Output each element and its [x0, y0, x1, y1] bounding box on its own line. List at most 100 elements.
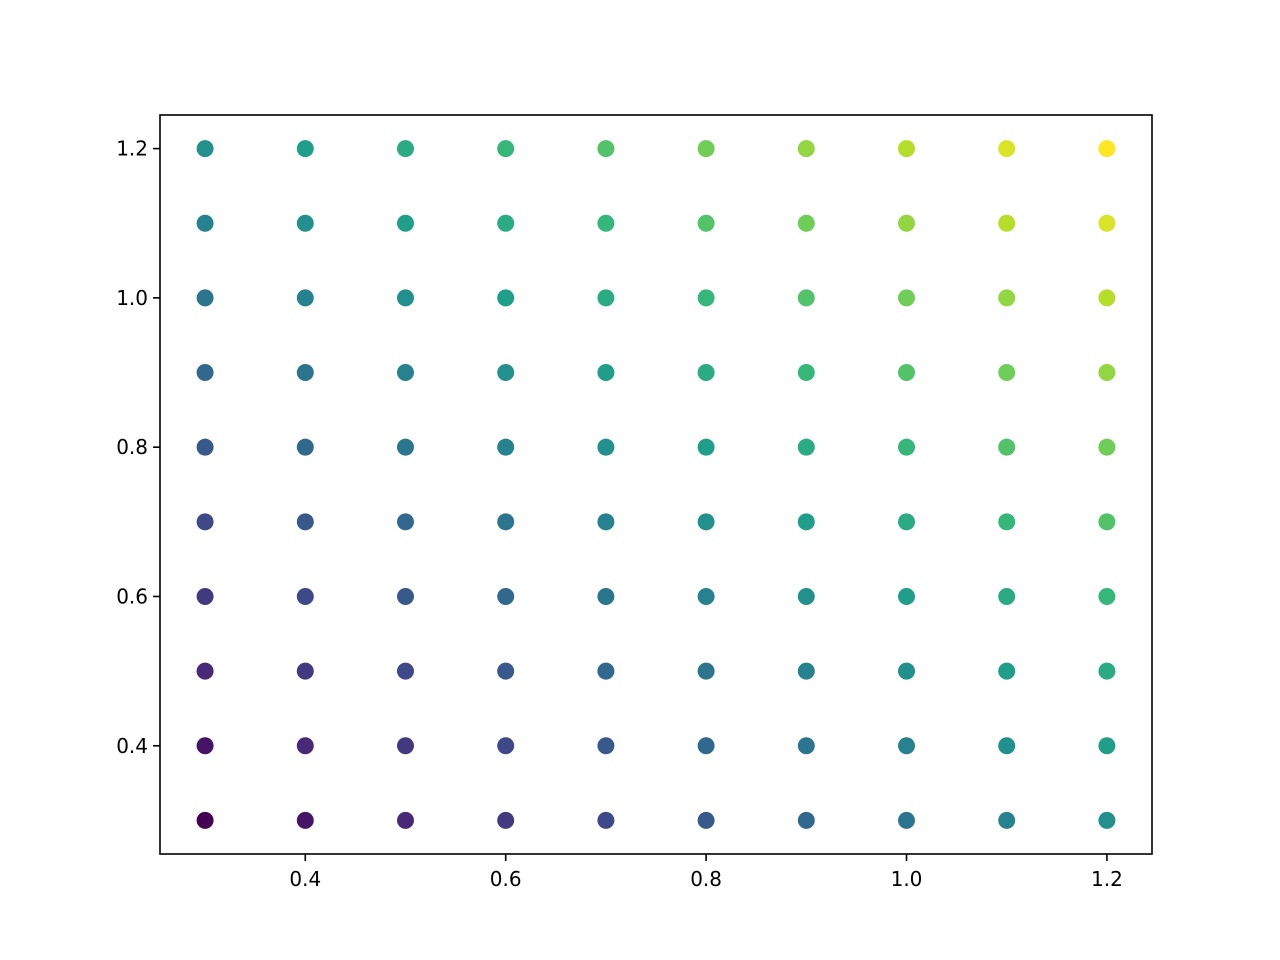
- scatter-point: [497, 214, 515, 232]
- scatter-point: [697, 737, 715, 755]
- scatter-point: [898, 438, 916, 456]
- scatter-point: [196, 587, 214, 605]
- scatter-point: [898, 811, 916, 829]
- scatter-point: [396, 364, 414, 382]
- scatter-point: [597, 289, 615, 307]
- scatter-point: [1098, 737, 1116, 755]
- scatter-point: [797, 438, 815, 456]
- scatter-point: [196, 513, 214, 531]
- scatter-point: [597, 811, 615, 829]
- scatter-point: [396, 587, 414, 605]
- scatter-point: [396, 140, 414, 158]
- scatter-point: [296, 811, 314, 829]
- scatter-point: [597, 513, 615, 531]
- scatter-point: [497, 737, 515, 755]
- x-axis: 0.4 0.6 0.8 1.0 1.2: [289, 854, 1123, 891]
- y-tick-label: 0.8: [116, 435, 148, 459]
- scatter-point: [797, 513, 815, 531]
- scatter-point: [998, 438, 1016, 456]
- scatter-point: [396, 214, 414, 232]
- scatter-point: [898, 737, 916, 755]
- y-tick-label: 0.6: [116, 584, 148, 608]
- scatter-point: [797, 214, 815, 232]
- scatter-point: [396, 737, 414, 755]
- scatter-point: [998, 364, 1016, 382]
- scatter-point: [1098, 811, 1116, 829]
- scatter-point: [998, 662, 1016, 680]
- scatter-point: [998, 289, 1016, 307]
- scatter-point: [797, 140, 815, 158]
- scatter-point: [697, 364, 715, 382]
- scatter-point: [898, 662, 916, 680]
- scatter-point: [697, 140, 715, 158]
- scatter-point: [998, 513, 1016, 531]
- scatter-point: [296, 438, 314, 456]
- scatter-point: [196, 140, 214, 158]
- scatter-point: [597, 662, 615, 680]
- scatter-point: [797, 587, 815, 605]
- scatter-point: [196, 214, 214, 232]
- scatter-point: [196, 364, 214, 382]
- scatter-point: [1098, 438, 1116, 456]
- scatter-point: [497, 587, 515, 605]
- points-layer: [196, 140, 1116, 829]
- scatter-point: [998, 214, 1016, 232]
- y-axis: 0.4 0.6 0.8 1.0 1.2: [116, 137, 160, 758]
- scatter-point: [597, 587, 615, 605]
- scatter-point: [898, 587, 916, 605]
- scatter-point: [497, 662, 515, 680]
- x-tick-label: 0.6: [490, 867, 522, 891]
- scatter-point: [998, 140, 1016, 158]
- scatter-point: [898, 214, 916, 232]
- scatter-point: [597, 737, 615, 755]
- scatter-point: [497, 364, 515, 382]
- x-tick-label: 1.0: [891, 867, 923, 891]
- scatter-point: [296, 737, 314, 755]
- scatter-point: [296, 513, 314, 531]
- scatter-point: [797, 289, 815, 307]
- scatter-point: [497, 811, 515, 829]
- scatter-point: [1098, 214, 1116, 232]
- scatter-point: [797, 662, 815, 680]
- scatter-point: [597, 214, 615, 232]
- scatter-point: [898, 289, 916, 307]
- scatter-point: [898, 140, 916, 158]
- plot-frame: [159, 114, 1153, 855]
- scatter-point: [597, 140, 615, 158]
- scatter-point: [497, 289, 515, 307]
- scatter-point: [797, 364, 815, 382]
- scatter-point: [697, 289, 715, 307]
- scatter-point: [998, 587, 1016, 605]
- scatter-point: [296, 289, 314, 307]
- scatter-point: [797, 811, 815, 829]
- scatter-point: [396, 289, 414, 307]
- scatter-point: [1098, 587, 1116, 605]
- scatter-point: [697, 438, 715, 456]
- scatter-point: [296, 214, 314, 232]
- scatter-point: [1098, 289, 1116, 307]
- scatter-point: [396, 811, 414, 829]
- scatter-point: [898, 364, 916, 382]
- x-tick-label: 1.2: [1091, 867, 1123, 891]
- x-tick-label: 0.8: [690, 867, 722, 891]
- scatter-point: [1098, 662, 1116, 680]
- scatter-point: [1098, 140, 1116, 158]
- scatter-point: [998, 811, 1016, 829]
- scatter-point: [1098, 364, 1116, 382]
- scatter-point: [196, 811, 214, 829]
- scatter-point: [998, 737, 1016, 755]
- y-tick-label: 1.2: [116, 137, 148, 161]
- scatter-point: [797, 737, 815, 755]
- scatter-point: [296, 364, 314, 382]
- scatter-point: [396, 438, 414, 456]
- scatter-point: [597, 438, 615, 456]
- scatter-point: [396, 513, 414, 531]
- x-tick-label: 0.4: [289, 867, 321, 891]
- y-tick-label: 1.0: [116, 286, 148, 310]
- scatter-point: [296, 140, 314, 158]
- scatter-point: [296, 587, 314, 605]
- scatter-point: [697, 513, 715, 531]
- scatter-point: [898, 513, 916, 531]
